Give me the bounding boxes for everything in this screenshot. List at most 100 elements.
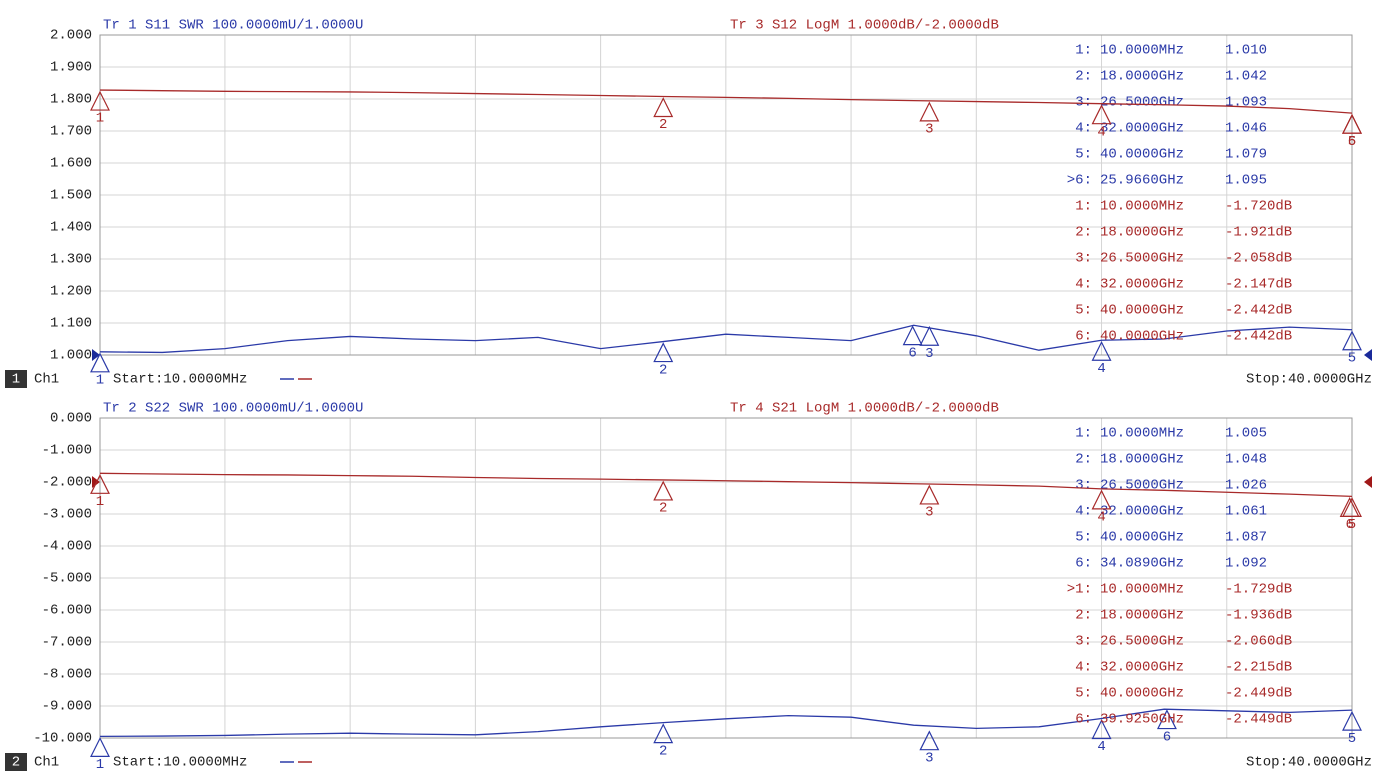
y-tick-label: -9.000 — [42, 699, 92, 715]
y-tick-label: -1.000 — [42, 443, 92, 459]
readout-value: -1.720dB — [1225, 199, 1292, 215]
y-tick-label: 1.100 — [50, 316, 92, 332]
readout-value: -2.147dB — [1225, 277, 1292, 293]
readout-value: -2.449dB — [1225, 686, 1292, 702]
marker — [919, 484, 940, 505]
y-tick-label: -5.000 — [42, 571, 92, 587]
readout-freq: 10.0000MHz — [1100, 426, 1184, 442]
marker — [1342, 113, 1362, 134]
y-tick-label: 2.000 — [50, 28, 92, 44]
readout-value: 1.005 — [1225, 426, 1267, 442]
marker-label: 5 — [1348, 134, 1356, 150]
marker-label: 3 — [925, 346, 933, 362]
readout-value: 1.010 — [1225, 43, 1267, 59]
readout-freq: 18.0000GHz — [1100, 452, 1184, 468]
readout-freq: 40.0000GHz — [1100, 147, 1184, 163]
ref-marker — [1364, 476, 1372, 488]
start-label: Start:10.0000MHz — [113, 372, 247, 388]
marker-label: 6 — [908, 345, 916, 361]
y-tick-label: -7.000 — [42, 635, 92, 651]
marker-label: 2 — [659, 362, 667, 378]
y-tick-label: 1.500 — [50, 188, 92, 204]
y-tick-label: 1.900 — [50, 60, 92, 76]
trace — [99, 472, 1353, 498]
marker — [902, 325, 923, 346]
readout-id: >1: — [1067, 582, 1092, 598]
readout-id: 5: — [1075, 303, 1092, 319]
readout-id: 4: — [1075, 277, 1092, 293]
start-label: Start:10.0000MHz — [113, 755, 247, 771]
readout-id: 3: — [1075, 478, 1092, 494]
y-tick-label: -2.000 — [42, 475, 92, 491]
y-tick-label: -6.000 — [42, 603, 92, 619]
marker-label: 3 — [925, 122, 933, 138]
readout-freq: 32.0000GHz — [1100, 660, 1184, 676]
readout-id: >6: — [1067, 173, 1092, 189]
marker-label: 2 — [659, 501, 667, 517]
marker — [1342, 710, 1362, 731]
channel-label: Ch1 — [34, 372, 59, 388]
trace-header: Tr 2 S22 SWR 100.0000mU/1.0000U — [103, 401, 363, 417]
stop-label: Stop:40.0000GHz — [1246, 372, 1372, 388]
marker — [90, 473, 110, 494]
readout-freq: 34.0890GHz — [1100, 556, 1184, 572]
marker — [90, 90, 110, 111]
marker-label: 2 — [659, 743, 667, 759]
readout-value: 1.026 — [1225, 478, 1267, 494]
readout-freq: 32.0000GHz — [1100, 277, 1184, 293]
readout-freq: 18.0000GHz — [1100, 608, 1184, 624]
marker — [919, 325, 940, 346]
marker-label: 5 — [1348, 731, 1356, 747]
readout-id: 5: — [1075, 147, 1092, 163]
ref-marker — [1364, 349, 1372, 361]
readout-value: -2.058dB — [1225, 251, 1292, 267]
plot-frame — [99, 34, 1353, 356]
readout-value: -2.442dB — [1225, 303, 1292, 319]
marker — [1091, 340, 1112, 361]
trace-header: Tr 4 S21 LogM 1.0000dB/-2.0000dB — [730, 401, 999, 417]
stop-label: Stop:40.0000GHz — [1246, 755, 1372, 771]
marker — [90, 737, 110, 758]
marker — [1091, 719, 1112, 740]
marker-label: 1 — [96, 111, 104, 127]
readout-id: 6: — [1075, 712, 1092, 728]
marker — [653, 480, 674, 501]
channel-label: Ch1 — [34, 755, 59, 771]
readout-value: 1.093 — [1225, 95, 1267, 111]
channel-number: 1 — [12, 372, 20, 388]
readout-id: 3: — [1075, 95, 1092, 111]
readout-id: 4: — [1075, 504, 1092, 520]
readout-id: 2: — [1075, 69, 1092, 85]
marker-label: 2 — [659, 117, 667, 133]
marker-label: 6 — [1163, 729, 1171, 745]
marker — [90, 352, 110, 373]
readout-freq: 10.0000MHz — [1100, 43, 1184, 59]
readout-freq: 40.0000GHz — [1100, 303, 1184, 319]
readout-value: 1.087 — [1225, 530, 1267, 546]
readout-freq: 32.0000GHz — [1100, 121, 1184, 137]
y-tick-label: 1.000 — [50, 348, 92, 364]
marker — [919, 101, 940, 122]
marker-label: 1 — [96, 494, 104, 510]
readout-freq: 18.0000GHz — [1100, 69, 1184, 85]
marker-label: 4 — [1097, 739, 1105, 755]
readout-freq: 26.5000GHz — [1100, 95, 1184, 111]
y-tick-label: -8.000 — [42, 667, 92, 683]
readout-freq: 26.5000GHz — [1100, 634, 1184, 650]
marker — [1342, 330, 1362, 351]
marker-label: 1 — [96, 373, 104, 389]
marker — [1091, 104, 1112, 125]
marker — [1091, 489, 1112, 510]
channel-box — [5, 753, 27, 771]
readout-value: -1.921dB — [1225, 225, 1292, 241]
readout-freq: 26.5000GHz — [1100, 478, 1184, 494]
marker-label: 4 — [1097, 361, 1105, 377]
readout-id: 4: — [1075, 660, 1092, 676]
marker — [919, 730, 940, 751]
readout-value: 1.042 — [1225, 69, 1267, 85]
y-tick-label: 1.300 — [50, 252, 92, 268]
readout-id: 5: — [1075, 686, 1092, 702]
readout-id: 5: — [1075, 530, 1092, 546]
